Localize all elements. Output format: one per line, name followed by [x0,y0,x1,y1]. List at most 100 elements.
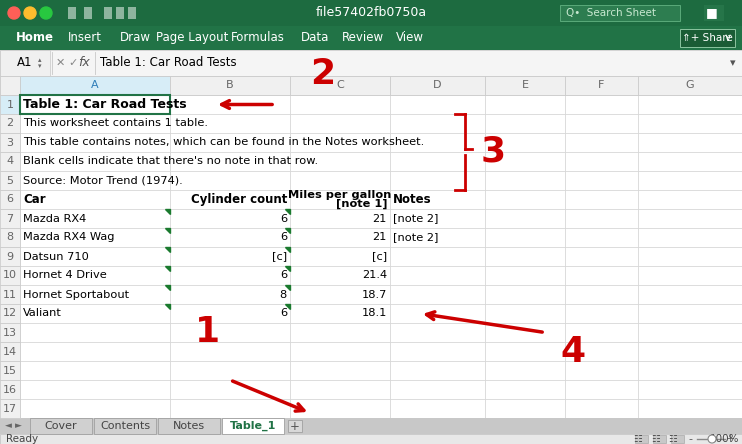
Text: 6: 6 [280,270,287,281]
Bar [638,76,742,95]
Bar [290,114,390,133]
Bar [0,95,20,114]
Bar [390,380,485,399]
Bar [638,342,742,361]
Bar [565,266,638,285]
Bar [485,247,565,266]
Bar [485,171,565,190]
Text: Hornet 4 Drive: Hornet 4 Drive [23,270,107,281]
Text: 21.4: 21.4 [362,270,387,281]
Bar [0,133,20,152]
Bar [638,323,742,342]
Text: D: D [433,80,441,91]
Bar [390,190,485,209]
Text: 9: 9 [7,251,13,262]
Bar [635,435,648,443]
Bar [638,152,742,171]
Text: Valiant: Valiant [23,309,62,318]
Text: Mazda RX4: Mazda RX4 [23,214,86,223]
Text: 13: 13 [3,328,17,337]
Bar [565,133,638,152]
Bar [671,435,684,443]
Text: Cover: Cover [45,421,77,431]
Text: Table 1: Car Road Tests: Table 1: Car Road Tests [100,56,237,70]
Polygon shape [285,266,290,271]
Bar [485,323,565,342]
Bar [560,5,680,21]
Bar [390,285,485,304]
Polygon shape [165,247,170,252]
Bar [390,228,485,247]
Text: Cylinder count: Cylinder count [191,193,287,206]
Polygon shape [165,285,170,290]
Bar [0,285,20,304]
Text: View: View [396,32,424,44]
Bar [20,361,170,380]
Bar [485,152,565,171]
Bar [0,361,20,380]
Bar [170,152,290,171]
Bar [170,399,290,418]
Bar [20,304,170,323]
Text: Notes: Notes [393,193,432,206]
Bar [222,418,284,434]
Bar [290,247,390,266]
Bar [390,76,485,95]
Text: Ready: Ready [6,434,38,444]
Bar [290,361,390,380]
Bar [290,399,390,418]
Text: ☷: ☷ [634,433,643,444]
Bar [565,380,638,399]
Bar [0,209,20,228]
Bar [485,114,565,133]
Text: 1: 1 [195,316,220,349]
Bar [0,342,20,361]
Text: 4: 4 [7,156,13,166]
Bar [0,171,20,190]
Text: 6: 6 [280,214,287,223]
Text: ▾: ▾ [730,58,736,68]
Bar [290,323,390,342]
Text: A: A [91,80,99,91]
Text: [note 2]: [note 2] [393,214,439,223]
Text: ✕: ✕ [56,58,65,68]
Text: Formulas: Formulas [231,32,285,44]
Bar [0,228,20,247]
Text: 17: 17 [3,404,17,413]
Bar [565,361,638,380]
Text: A1: A1 [17,56,33,70]
Bar [290,304,390,323]
Bar [565,76,638,95]
Bar [170,114,290,133]
Bar [485,95,565,114]
Bar [170,95,290,114]
Bar [565,209,638,228]
Bar [565,228,638,247]
Text: ►: ► [15,421,22,431]
Bar [290,95,390,114]
Bar [0,399,20,418]
Text: +: + [290,420,300,432]
Text: 2: 2 [7,119,13,128]
Text: fx: fx [78,56,90,70]
Bar [638,95,742,114]
Bar [170,266,290,285]
Text: 2: 2 [310,58,335,91]
Text: ◄: ◄ [4,421,11,431]
Text: 4: 4 [560,334,585,369]
Text: 21: 21 [372,233,387,242]
Bar [290,209,390,228]
Bar [0,50,742,76]
Bar [0,266,20,285]
Text: Insert: Insert [68,32,102,44]
Bar [170,133,290,152]
Bar [565,95,638,114]
Bar [638,190,742,209]
Polygon shape [165,209,170,214]
Bar [638,304,742,323]
Text: Data: Data [301,32,329,44]
Bar [390,95,485,114]
Bar [104,7,112,19]
Text: ☷: ☷ [651,433,660,444]
Text: 14: 14 [3,346,17,357]
